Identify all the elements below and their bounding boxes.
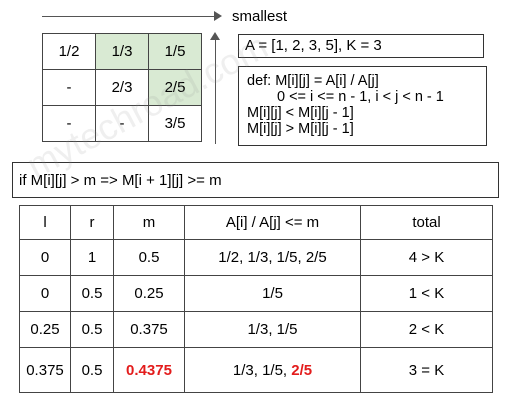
matrix-row: - -3/5 (42, 105, 202, 142)
l-cell: 0.25 (19, 311, 71, 348)
table-header-row: l r m A[i] / A[j] <= m total (19, 205, 493, 240)
matrix-cell: - (42, 105, 96, 142)
l-cell: 0 (19, 275, 71, 312)
def-line: M[i][j] > M[i][j - 1] (247, 121, 354, 137)
fractions-cell: 1/5 (184, 275, 361, 312)
table-row: 0 1 0.5 1/2, 1/3, 1/5, 2/5 4 > K (19, 239, 493, 276)
fractions-cell: 1/3, 1/5, 2/5 (184, 347, 361, 393)
smallest-arrow-line (42, 16, 218, 17)
l-cell: 0.375 (19, 347, 71, 393)
total-cell: 3 = K (360, 347, 493, 393)
vertical-arrow-line (215, 36, 216, 144)
r-cell: 1 (70, 239, 114, 276)
binary-search-table: l r m A[i] / A[j] <= m total 0 1 0.5 1/2… (19, 205, 493, 393)
fraction: 1/5 (262, 361, 283, 379)
matrix-definition-box: def: M[i][j] = A[i] / A[j] 0 <= i <= n -… (238, 66, 487, 146)
matrix-cell: - (42, 69, 96, 106)
r-cell: 0.5 (70, 347, 114, 393)
fraction: 1/3 (232, 361, 254, 379)
if-condition-box: if M[i][j] > m => M[i + 1][j] >= m (12, 162, 499, 198)
m-cell: 0.375 (113, 311, 185, 348)
total-cell: 4 > K (360, 239, 493, 276)
m-cell-highlighted: 0.4375 (113, 347, 185, 393)
total-cell: 1 < K (360, 275, 493, 312)
total-cell: 2 < K (360, 311, 493, 348)
def-line: def: M[i][j] = A[i] / A[j] (247, 73, 379, 89)
matrix-grid: 1/2 1/3 1/5-2/3 2/5- -3/5 (42, 33, 202, 142)
l-cell: 0 (19, 239, 71, 276)
r-cell: 0.5 (70, 275, 114, 312)
matrix-cell: 3/5 (148, 105, 202, 142)
fractions-cell: 1/2, 1/3, 1/5, 2/5 (184, 239, 361, 276)
matrix-cell: - (95, 105, 149, 142)
def-line: 0 <= i <= n - 1, i < j < n - 1 (277, 89, 444, 105)
smallest-label: smallest (232, 8, 288, 25)
matrix-cell: 1/2 (42, 33, 96, 70)
matrix-row: 1/2 1/3 1/5 (42, 33, 202, 70)
header-cell: A[i] / A[j] <= m (184, 205, 361, 240)
matrix-cell: 2/3 (95, 69, 149, 106)
fractions-cell: 1/3, 1/5 (184, 311, 361, 348)
def-line: M[i][j] < M[i][j - 1] (247, 105, 354, 121)
m-cell: 0.25 (113, 275, 185, 312)
matrix-cell: 1/5 (148, 33, 202, 70)
header-cell: total (360, 205, 493, 240)
table-row: 0 0.5 0.25 1/5 1 < K (19, 275, 493, 312)
header-cell: m (113, 205, 185, 240)
table-row: 0.25 0.5 0.375 1/3, 1/5 2 < K (19, 311, 493, 348)
smallest-arrow-head-icon (214, 11, 222, 21)
fraction-highlighted: 2/5 (291, 361, 313, 379)
r-cell: 0.5 (70, 311, 114, 348)
header-cell: l (19, 205, 71, 240)
up-arrow-head-icon (210, 32, 220, 40)
table-row: 0.375 0.5 0.4375 1/3, 1/5, 2/5 3 = K (19, 347, 493, 393)
m-cell: 0.5 (113, 239, 185, 276)
header-cell: r (70, 205, 114, 240)
array-definition-box: A = [1, 2, 3, 5], K = 3 (238, 34, 484, 58)
matrix-cell: 1/3 (95, 33, 149, 70)
